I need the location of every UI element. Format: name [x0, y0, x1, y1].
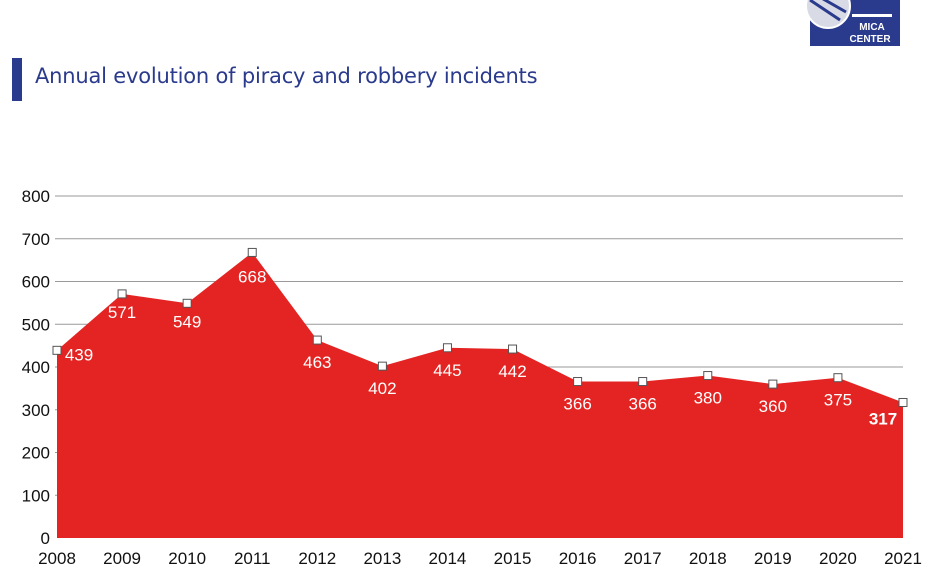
y-tick-label: 100: [22, 486, 50, 505]
data-label: 463: [303, 353, 331, 372]
data-label: 366: [563, 395, 591, 414]
x-tick-label: 2008: [38, 549, 76, 568]
data-label: 439: [65, 345, 93, 364]
mica-center-logo: MICA CENTER: [805, 0, 900, 46]
y-tick-label: 400: [22, 358, 50, 377]
y-tick-label: 600: [22, 273, 50, 292]
data-point-marker: [703, 371, 713, 381]
data-label: 380: [694, 389, 722, 408]
title-accent-bar: [12, 58, 22, 101]
data-label: 571: [108, 303, 136, 322]
data-label: 445: [433, 361, 461, 380]
data-point-marker: [898, 397, 908, 407]
y-tick-label: 500: [22, 315, 50, 334]
data-point-marker: [573, 377, 583, 387]
x-tick-label: 2011: [234, 549, 271, 568]
x-tick-label: 2012: [298, 549, 336, 568]
data-point-marker: [247, 247, 257, 257]
x-tick-label: 2013: [363, 549, 401, 568]
data-point-marker: [768, 379, 778, 389]
chart-title: Annual evolution of piracy and robbery i…: [35, 64, 538, 88]
data-point-marker: [182, 298, 192, 308]
data-label: 442: [498, 362, 526, 381]
y-tick-label: 200: [22, 444, 50, 463]
x-tick-label: 2020: [819, 549, 857, 568]
svg-text:CENTER: CENTER: [849, 34, 891, 45]
data-point-marker: [377, 361, 387, 371]
x-tick-label: 2009: [103, 549, 141, 568]
y-tick-label: 0: [41, 529, 50, 548]
data-point-marker: [52, 345, 62, 355]
y-tick-label: 700: [22, 230, 50, 249]
data-label: 668: [238, 267, 266, 286]
data-label: 402: [368, 379, 396, 398]
data-label: 375: [824, 391, 852, 410]
data-point-marker: [833, 373, 843, 383]
x-tick-label: 2014: [429, 549, 467, 568]
x-tick-label: 2018: [689, 549, 727, 568]
x-tick-label: 2017: [624, 549, 662, 568]
x-tick-label: 2010: [168, 549, 206, 568]
data-point-marker: [117, 289, 127, 299]
data-point-marker: [638, 377, 648, 387]
x-tick-label: 2016: [559, 549, 597, 568]
y-tick-label: 800: [22, 187, 50, 206]
data-point-marker: [442, 343, 452, 353]
data-label: 549: [173, 312, 201, 331]
data-point-marker: [508, 344, 518, 354]
data-point-marker: [312, 335, 322, 345]
x-tick-label: 2015: [494, 549, 532, 568]
y-tick-label: 300: [22, 401, 50, 420]
data-label: 360: [759, 397, 787, 416]
area-fill: [57, 252, 903, 538]
x-tick-label: 2019: [754, 549, 792, 568]
data-label: 317: [869, 409, 897, 428]
data-label: 366: [629, 395, 657, 414]
svg-text:MICA: MICA: [859, 22, 885, 33]
x-tick-label: 2021: [884, 549, 922, 568]
